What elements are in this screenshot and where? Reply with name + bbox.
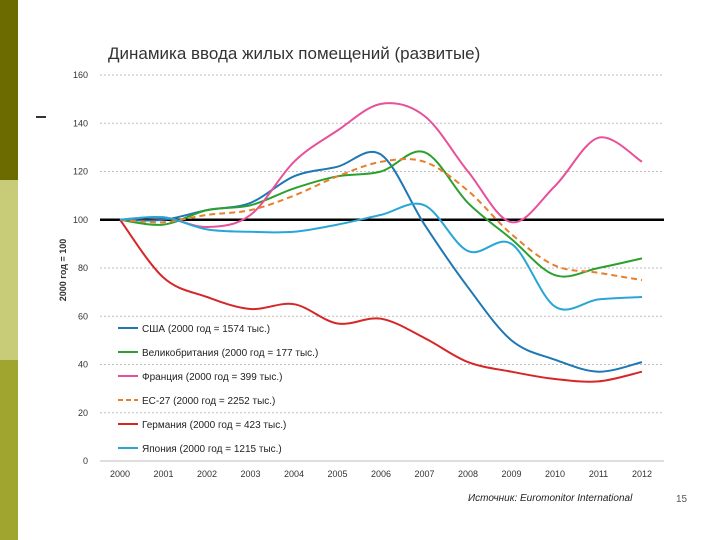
y-tick-labels: 0 20 40 60 80 100 120 140 160 xyxy=(73,70,88,466)
y-tick-label: 100 xyxy=(73,215,88,225)
x-tick-label: 2007 xyxy=(414,469,434,479)
series-line-3 xyxy=(119,158,643,282)
legend-label: Франция (2000 год = 399 тыс.) xyxy=(142,372,282,383)
x-tick-label: 2000 xyxy=(110,469,130,479)
x-tick-label: 2011 xyxy=(589,469,608,479)
y-tick-label: 160 xyxy=(73,70,88,80)
legend-label: Великобритания (2000 год = 177 тыс.) xyxy=(142,347,318,359)
bullet-dash xyxy=(36,116,46,118)
x-tick-label: 2006 xyxy=(371,469,391,479)
source-note: Источник: Euromonitor International xyxy=(468,493,633,504)
legend-label: США (2000 год = 1574 тыс.) xyxy=(142,324,270,335)
legend-label: Япония (2000 год = 1215 тыс.) xyxy=(142,444,282,455)
accent-bar-dark xyxy=(0,0,18,180)
x-tick-label: 2008 xyxy=(458,469,478,479)
accent-bar-mid xyxy=(0,360,18,540)
y-tick-label: 120 xyxy=(73,167,88,177)
series-line-5 xyxy=(119,202,643,311)
y-axis-label: 2000 год = 100 xyxy=(58,239,68,302)
series-line-4 xyxy=(119,219,643,383)
series-line-2 xyxy=(119,102,643,229)
x-tick-label: 2004 xyxy=(284,469,304,479)
slide-title: Динамика ввода жилых помещений (развитые… xyxy=(108,44,481,63)
legend-label: ЕС-27 (2000 год = 2252 тыс.) xyxy=(142,396,275,407)
series-lines xyxy=(119,102,643,383)
y-tick-label: 80 xyxy=(78,263,88,273)
page-number: 15 xyxy=(676,494,688,505)
y-tick-label: 20 xyxy=(78,408,88,418)
accent-bar-light xyxy=(0,180,18,360)
x-tick-labels: 2000 2001 2002 2003 2004 2005 2006 2007 2008 2009… xyxy=(110,469,652,479)
legend-label: Германия (2000 год = 423 тыс.) xyxy=(142,420,286,431)
x-tick-label: 2010 xyxy=(545,469,565,479)
series-line-0 xyxy=(119,150,643,373)
x-tick-label: 2009 xyxy=(501,469,521,479)
legend: США (2000 год = 1574 тыс.) Великобритания… xyxy=(118,324,318,455)
x-tick-label: 2003 xyxy=(240,469,260,479)
series-line-1 xyxy=(119,150,643,278)
y-tick-label: 0 xyxy=(83,456,88,466)
x-tick-label: 2001 xyxy=(153,469,173,479)
x-tick-label: 2005 xyxy=(327,469,347,479)
chart-grid xyxy=(100,74,664,462)
y-tick-label: 140 xyxy=(73,118,88,128)
y-tick-label: 60 xyxy=(78,311,88,321)
y-tick-label: 40 xyxy=(78,360,88,370)
x-tick-label: 2002 xyxy=(197,469,217,479)
x-tick-label: 2012 xyxy=(632,469,652,479)
